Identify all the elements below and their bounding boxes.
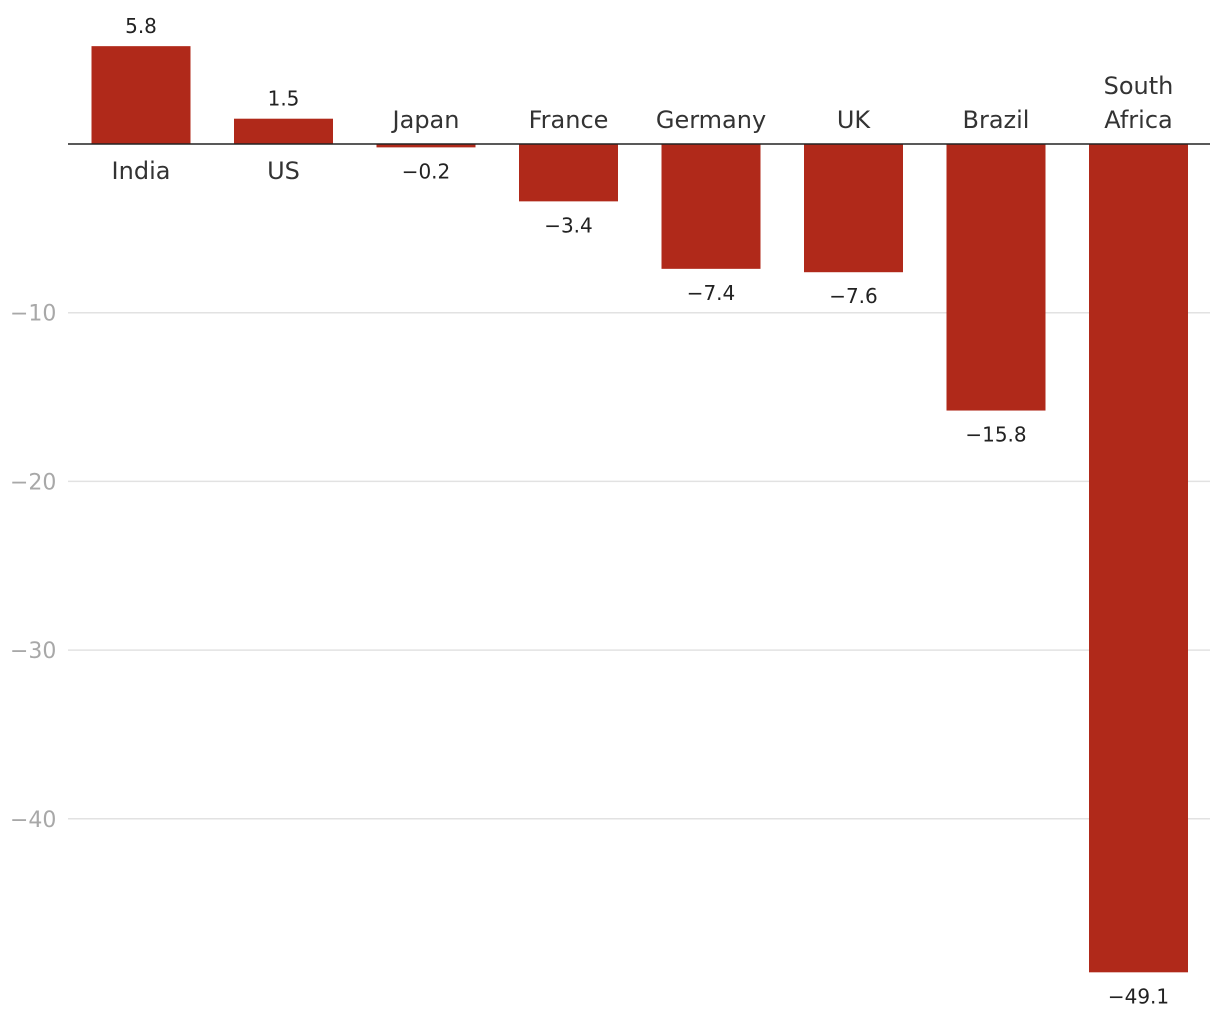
y-tick-label: −20 xyxy=(10,470,56,495)
y-tick-label: −30 xyxy=(10,639,56,664)
bar xyxy=(91,46,191,144)
category-label: India xyxy=(112,157,171,185)
bar xyxy=(661,144,761,269)
data-label: 5.8 xyxy=(125,14,157,38)
category-label: UK xyxy=(837,106,872,134)
category-label: South xyxy=(1104,72,1174,100)
bar xyxy=(234,118,333,144)
category-label: France xyxy=(529,106,609,134)
y-tick-label: −40 xyxy=(10,808,56,833)
labels: 5.8 India 1.5 US −0.2 Japan −3.4 France −7.4 Germ… xyxy=(112,14,1174,1008)
bar xyxy=(946,144,1046,411)
bar xyxy=(1089,144,1188,973)
data-label: 1.5 xyxy=(268,87,300,111)
category-label: Germany xyxy=(656,106,766,134)
data-label: −3.4 xyxy=(544,213,593,237)
data-label: −7.6 xyxy=(829,284,878,308)
category-label: Japan xyxy=(391,106,460,134)
y-tick-label: −10 xyxy=(10,302,56,327)
data-label: −49.1 xyxy=(1108,984,1169,1008)
bars xyxy=(91,46,1188,973)
data-label: −0.2 xyxy=(402,159,451,183)
category-label: Brazil xyxy=(963,106,1030,134)
category-label: Africa xyxy=(1104,106,1172,134)
data-label: −7.4 xyxy=(687,281,736,305)
bar xyxy=(376,144,476,148)
data-label: −15.8 xyxy=(965,423,1026,447)
category-label: US xyxy=(267,157,300,185)
bar xyxy=(519,144,618,202)
bar xyxy=(804,144,903,273)
gridlines: −10 −20 −30 −40 xyxy=(10,302,1210,833)
